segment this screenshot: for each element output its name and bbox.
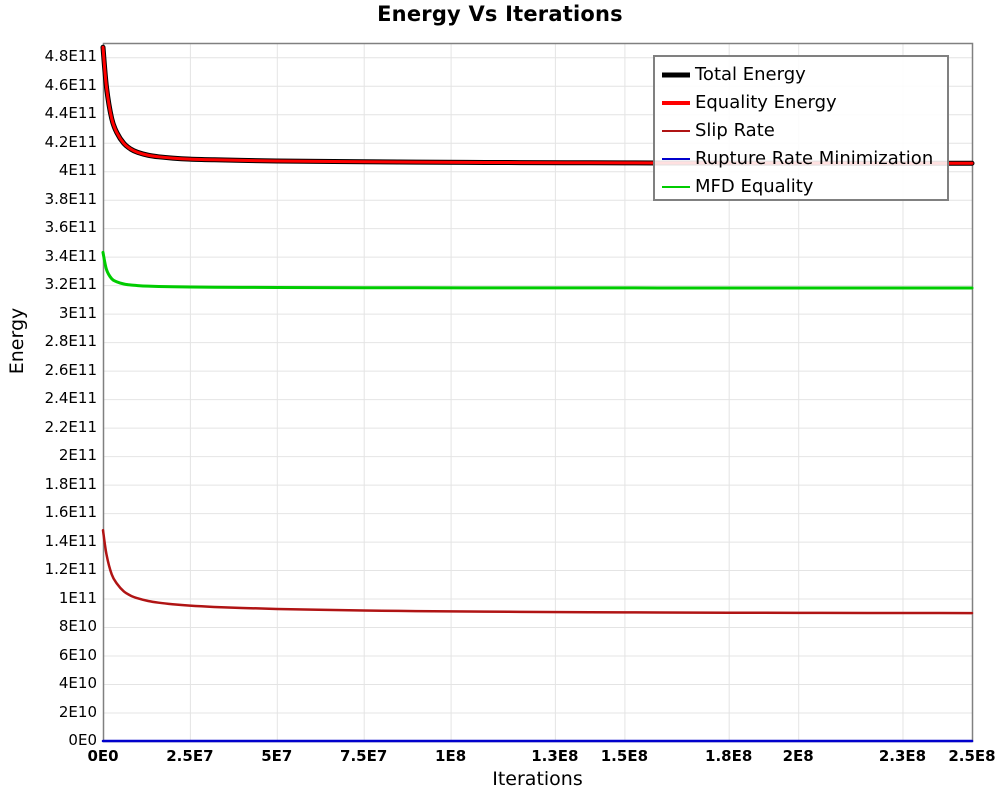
x-tick-label: 1.3E8 [531, 747, 579, 765]
legend-item-label: Rupture Rate Minimization [695, 148, 934, 169]
x-axis-title: Iterations [492, 768, 583, 790]
legend-line-swatch-icon [661, 152, 691, 166]
y-tick-label: 3.6E11 [44, 218, 97, 237]
y-tick-label: 1.4E11 [44, 531, 97, 550]
chart-legend[interactable]: Total Energy Equality Energy Slip Rate Rupt… [653, 55, 949, 201]
y-tick-label: 2.8E11 [44, 332, 97, 351]
y-tick-label: 4.4E11 [44, 104, 97, 123]
y-tick-label: 3E11 [58, 303, 97, 322]
y-tick-label: 2.2E11 [44, 417, 97, 436]
series-line [101, 528, 974, 615]
x-tick-label: 0E0 [87, 747, 119, 765]
legend-item[interactable]: Slip Rate [661, 117, 947, 145]
y-tick-label: 3.4E11 [44, 246, 97, 265]
legend-item-label: MFD Equality [695, 176, 814, 197]
x-tick-label: 1.5E8 [600, 747, 649, 765]
y-tick-label: 1.6E11 [44, 503, 97, 522]
y-tick-label: 1E11 [58, 588, 97, 607]
x-tick-label: 1E8 [435, 747, 467, 765]
x-tick-label: 2.5E8 [948, 747, 996, 765]
y-tick-label: 2E11 [58, 446, 97, 465]
legend-line-swatch-icon [661, 180, 691, 194]
series-line [101, 250, 974, 290]
y-tick-label: 3.8E11 [44, 189, 97, 208]
y-tick-label: 6E10 [58, 645, 97, 664]
y-tick-label: 4E11 [58, 161, 97, 180]
y-tick-label: 4.6E11 [44, 75, 97, 94]
y-tick-label: 4.8E11 [44, 47, 97, 66]
y-tick-label: 0E0 [68, 731, 97, 749]
legend-item[interactable]: Total Energy [661, 61, 947, 89]
x-tick-label: 5E7 [261, 747, 293, 765]
legend-item-label: Equality Energy [695, 92, 837, 113]
x-tick-label: 7.5E7 [340, 747, 388, 765]
x-tick-label: 2.3E8 [878, 747, 927, 765]
y-tick-label: 8E10 [58, 617, 97, 636]
legend-line-swatch-icon [661, 124, 691, 138]
legend-line-swatch-icon [661, 68, 691, 82]
y-tick-label: 1.8E11 [44, 474, 97, 493]
legend-item-label: Total Energy [695, 64, 806, 85]
legend-line-swatch-icon [661, 96, 691, 110]
legend-item[interactable]: Equality Energy [661, 89, 947, 117]
y-tick-label: 3.2E11 [44, 275, 97, 294]
chart-title: Energy Vs Iterations [377, 2, 623, 26]
y-tick-label: 4E10 [58, 674, 97, 693]
y-tick-label: 4.2E11 [44, 132, 97, 151]
x-tick-label: 2.5E7 [166, 747, 214, 765]
legend-item[interactable]: MFD Equality [661, 173, 947, 201]
x-tick-label: 2E8 [782, 747, 814, 765]
y-tick-label: 1.2E11 [44, 560, 97, 579]
y-tick-label: 2.4E11 [44, 389, 97, 408]
y-tick-label: 2E10 [58, 702, 97, 721]
legend-item-label: Slip Rate [695, 120, 775, 141]
x-tick-label: 1.8E8 [705, 747, 753, 765]
legend-item[interactable]: Rupture Rate Minimization [661, 145, 947, 173]
y-tick-label: 2.6E11 [44, 360, 97, 379]
